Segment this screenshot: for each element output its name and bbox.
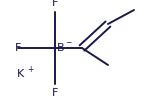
Text: F: F xyxy=(15,43,21,53)
Text: +: + xyxy=(27,65,33,74)
Text: K: K xyxy=(16,69,24,79)
Text: B: B xyxy=(57,43,65,53)
Text: F: F xyxy=(52,88,58,96)
Text: F: F xyxy=(52,0,58,8)
Text: −: − xyxy=(65,38,71,48)
